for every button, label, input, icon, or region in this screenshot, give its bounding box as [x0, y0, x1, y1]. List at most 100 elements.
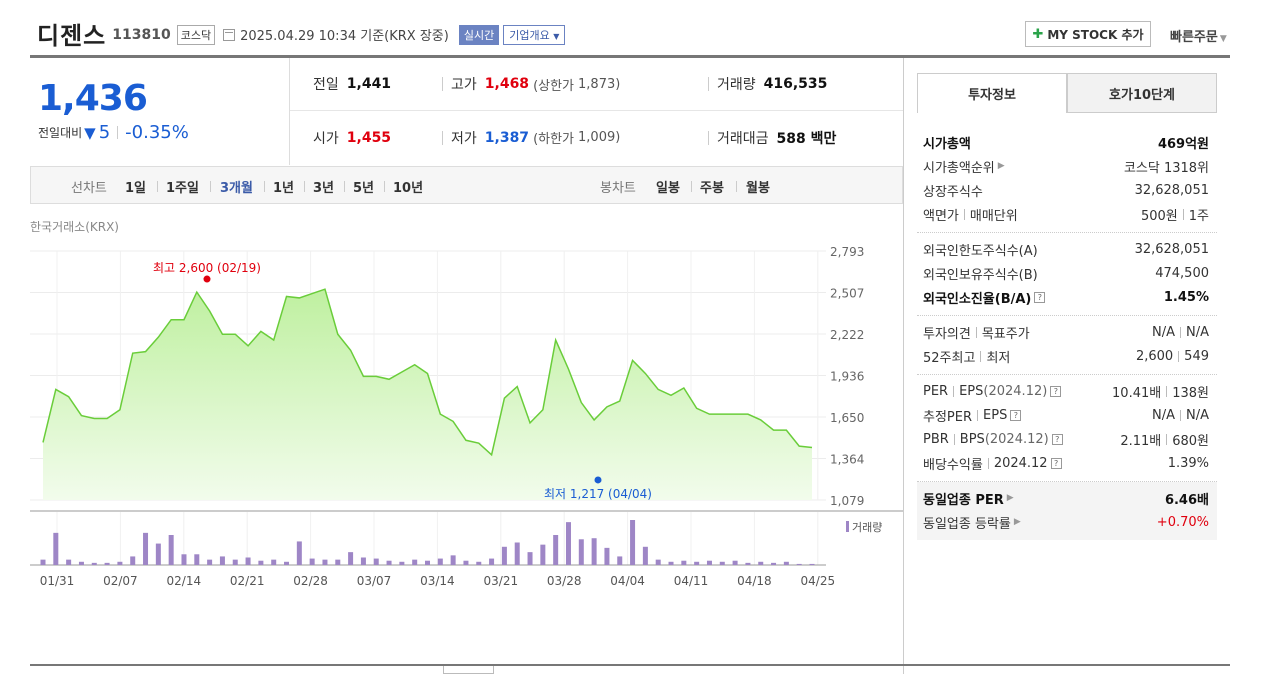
x-tick-label: 04/18 — [737, 574, 772, 588]
help-icon[interactable]: ? — [1051, 433, 1063, 445]
x-tick-label: 01/31 — [40, 574, 75, 588]
chevron-right-icon: ▶ — [1006, 493, 1014, 503]
open-price: 시가 1,455 — [313, 128, 391, 148]
help-icon[interactable]: ? — [1010, 409, 1022, 421]
volume-bar — [553, 535, 559, 565]
volume-bar — [207, 559, 213, 565]
volume-bar — [630, 520, 636, 565]
amount-value: 588 백만 — [776, 130, 837, 147]
quick-order-button[interactable]: 빠른주문 ▼ — [1170, 26, 1227, 45]
candle-daily[interactable]: 일봉 — [656, 181, 680, 196]
x-tick-label: 02/07 — [103, 574, 138, 588]
mystock-add-button[interactable]: ✚ MY STOCK 추가 — [1025, 21, 1151, 47]
period-5y[interactable]: 5년 — [353, 181, 375, 196]
high-label: 고가 — [451, 77, 477, 93]
est-eps-value: N/A — [1186, 407, 1209, 423]
industry-per-row[interactable]: 동일업종 PER ▶ 6.46배 — [917, 486, 1217, 510]
bps-value: 680원 — [1172, 433, 1209, 449]
help-icon[interactable]: ? — [1050, 385, 1062, 397]
tab-invest-info[interactable]: 투자정보 — [917, 73, 1067, 113]
dividend-value: 1.39% — [1167, 455, 1209, 471]
help-icon[interactable]: ? — [1034, 291, 1046, 303]
help-icon[interactable]: ? — [1050, 457, 1062, 469]
chart-toolbar: 선차트 1일 1주일 3개월 1년 3년 5년 10년 봉차트 일봉 주봉 월봉 — [30, 166, 903, 204]
y-tick-label: 1,364 — [830, 453, 864, 467]
upper-limit-value: 1,873) — [578, 76, 621, 92]
volume-bar — [309, 558, 315, 565]
period-3y[interactable]: 3년 — [313, 181, 335, 196]
volume-bar — [642, 546, 648, 565]
summary-row-1: 전일 1,441 고가 1,468 (상한가 1,873) 거래량 416,535 — [290, 58, 903, 111]
y-tick-label: 2,507 — [830, 287, 864, 301]
upper-limit-label: (상한가 — [533, 78, 575, 94]
opinion-value: N/A — [1152, 324, 1175, 340]
divider — [736, 181, 737, 192]
market-cap-row: 시가총액 469억원 — [917, 130, 1217, 154]
tab-orderbook[interactable]: 호가10단계 — [1067, 73, 1217, 113]
listed-shares-row: 상장주식수 32,628,051 — [917, 178, 1217, 202]
week52-low-value: 549 — [1184, 348, 1209, 364]
divider — [1166, 433, 1168, 445]
collapse-tab[interactable] — [443, 666, 494, 674]
price-area — [43, 289, 812, 500]
volume-bar — [450, 555, 456, 565]
volume-bar — [40, 559, 46, 565]
period-1d[interactable]: 1일 — [125, 181, 147, 196]
change-percent: -0.35% — [125, 122, 189, 143]
divider — [980, 350, 982, 362]
volume-bar — [245, 557, 251, 565]
dividend-label: 배당수익률 — [923, 457, 983, 473]
divider — [1178, 350, 1180, 362]
unit-value: 1주 — [1188, 208, 1209, 224]
stock-code: 113810 — [112, 27, 171, 43]
y-tick-label: 1,650 — [830, 411, 864, 425]
low-value: 1,387 — [484, 129, 530, 146]
period-1y[interactable]: 1년 — [273, 181, 295, 196]
period-3m[interactable]: 3개월 — [220, 181, 253, 196]
par-value: 500원 — [1140, 208, 1178, 224]
x-tick-label: 04/25 — [801, 574, 836, 588]
market-cap-label: 시가총액 — [923, 136, 971, 152]
industry-per-label: 동일업종 PER — [923, 492, 1004, 508]
divider — [344, 181, 345, 192]
volume-bar — [668, 561, 674, 565]
pbr-row: PBR BPS (2024.12)? 2.11배 680원 — [917, 427, 1217, 451]
y-tick-label: 1,079 — [830, 494, 864, 508]
divider — [1180, 409, 1181, 421]
volume-bar — [219, 556, 225, 565]
par-value-row: 액면가 매매단위 500원 1주 — [917, 202, 1217, 226]
x-tick-label: 04/04 — [610, 574, 645, 588]
chevron-down-icon: ▼ — [1219, 34, 1227, 44]
candle-monthly[interactable]: 월봉 — [746, 181, 770, 196]
volume-bar — [155, 543, 161, 565]
divider — [953, 385, 955, 397]
stock-name: 디젠스 — [37, 21, 107, 50]
industry-rate-row[interactable]: 동일업종 등락률 ▶ +0.70% — [917, 510, 1217, 534]
volume-bar — [143, 532, 149, 565]
volume-bar — [771, 562, 777, 565]
divider — [708, 77, 709, 91]
foreign-ratio-row: 외국인소진율(B/A)? 1.45% — [917, 285, 1217, 309]
volume-bar — [591, 538, 597, 565]
x-tick-label: 02/28 — [293, 574, 328, 588]
volume-bar — [681, 560, 687, 565]
volume-bar — [501, 546, 507, 565]
data-source: 한국거래소(KRX) — [30, 220, 119, 234]
listed-shares-value: 32,628,051 — [1134, 182, 1209, 198]
company-overview-button[interactable]: 기업개요 ▼ — [503, 24, 566, 45]
market-rank-row[interactable]: 시가총액순위 ▶ 코스닥 1318위 — [917, 154, 1217, 178]
volume-bar — [232, 559, 238, 565]
volume-bar — [565, 522, 571, 565]
divider — [1180, 326, 1181, 338]
realtime-button[interactable]: 실시간 — [458, 24, 500, 45]
week52-row: 52주최고 최저 2,600 549 — [917, 344, 1217, 368]
prev-close: 전일 1,441 — [313, 74, 391, 94]
est-eps-label: EPS — [983, 407, 1008, 423]
volume-bar — [271, 559, 277, 565]
volume-bar — [104, 562, 110, 565]
period-10y[interactable]: 10년 — [393, 181, 424, 196]
per-row: PER EPS (2024.12)? 10.41배 138원 — [917, 379, 1217, 403]
period-1w[interactable]: 1주일 — [166, 181, 199, 196]
candle-weekly[interactable]: 주봉 — [700, 181, 724, 196]
market-rank-label: 시가총액순위 — [923, 160, 995, 176]
